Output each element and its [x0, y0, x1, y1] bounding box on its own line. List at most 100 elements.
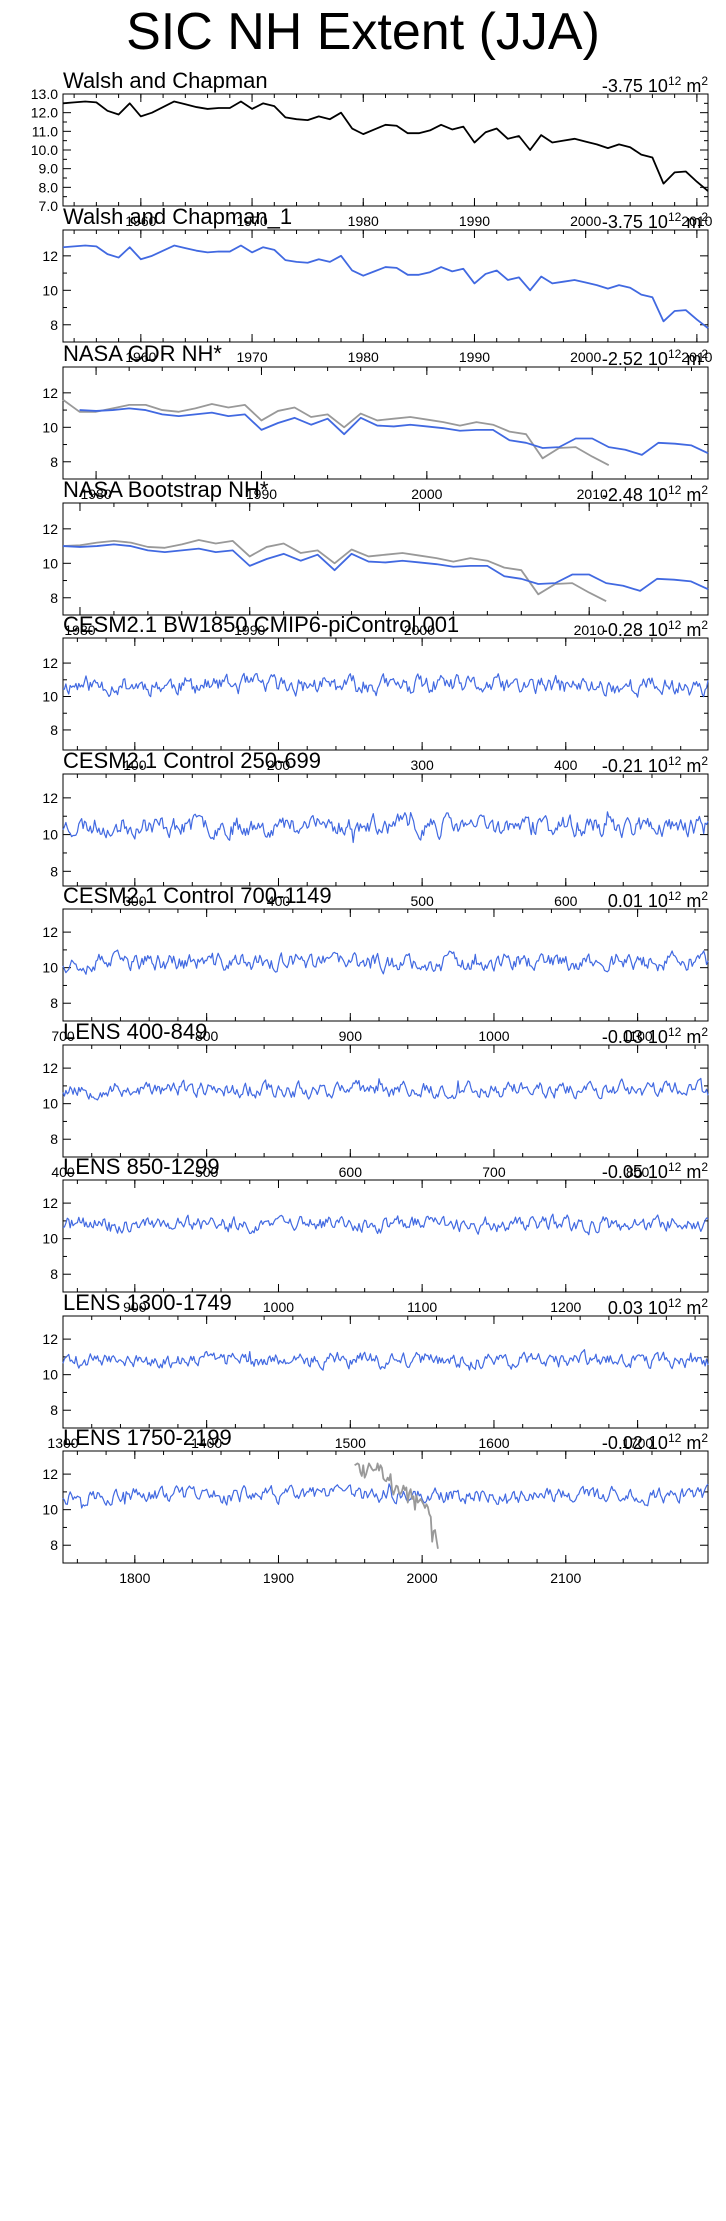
x-tick-label: 100 — [123, 757, 147, 773]
x-tick-label: 500 — [195, 1164, 219, 1180]
chart-panel: NASA Bootstrap NH* -2.48 1012 m2 1980 1990 2… — [0, 477, 726, 647]
series-line — [62, 811, 709, 844]
trend-label: -0.21 1012 m2 — [601, 754, 708, 776]
panel-title: Walsh and Chapman — [63, 68, 268, 93]
panel-title: NASA Bootstrap NH* — [63, 477, 269, 502]
x-tick-label: 1990 — [459, 349, 490, 365]
x-tick-label: 1100 — [407, 1299, 437, 1315]
y-tick-label: 8 — [50, 1402, 58, 1418]
x-tick-label: 2000 — [407, 1570, 438, 1586]
chart-svg: 1960 1970 1980 1990 2000 2010 8 10 12 — [42, 229, 713, 365]
x-tick-label: 2000 — [570, 349, 601, 365]
x-tick-label: 1600 — [478, 1435, 509, 1451]
x-tick-label: 1000 — [263, 1299, 294, 1315]
x-tick-label: 1960 — [125, 213, 156, 229]
x-tick-label: 300 — [410, 757, 434, 773]
x-tick-label: 400 — [267, 893, 291, 909]
y-tick-label: 9.0 — [39, 161, 59, 177]
y-tick-label: 10 — [42, 1502, 58, 1518]
chart-panel: CESM2.1 Control 700-1149 0.01 1012 m2 700 8… — [0, 883, 726, 1053]
x-tick-label: 1700 — [622, 1435, 653, 1451]
chart-panel: CESM2.1 BW1850 CMIP6-piControl.001 -0.28 … — [0, 612, 726, 782]
y-tick-label: 8 — [50, 863, 58, 879]
trend-label: 0.01 1012 m2 — [607, 889, 708, 911]
y-tick-label: 8 — [50, 454, 58, 470]
x-tick-label: 1980 — [348, 349, 379, 365]
x-tick-label: 2000 — [411, 486, 442, 502]
series-line — [62, 244, 709, 329]
chart-svg: 1980 1990 2000 2010 8 10 12 — [42, 366, 709, 502]
x-tick-label: 1960 — [125, 349, 156, 365]
x-tick-label: 900 — [123, 1299, 147, 1315]
panel-title: LENS 400-849 — [63, 1019, 208, 1044]
x-tick-label: 1990 — [246, 486, 277, 502]
y-tick-label: 7.0 — [39, 198, 59, 214]
series-line — [62, 949, 709, 975]
y-tick-label: 12.0 — [31, 105, 58, 121]
x-tick-label: 2000 — [404, 622, 435, 638]
x-tick-label: 800 — [195, 1028, 219, 1044]
plot-frame — [62, 93, 709, 207]
x-tick-label: 700 — [51, 1028, 75, 1044]
panel-title: CESM2.1 Control 700-1149 — [63, 883, 332, 908]
x-tick-label: 1000 — [478, 1028, 509, 1044]
y-tick-label: 12 — [42, 924, 58, 940]
panel-title: Walsh and Chapman_1 — [63, 204, 293, 229]
y-tick-label: 12 — [42, 1331, 58, 1347]
chart-svg: 400 500 600 700 800 8 10 12 — [42, 1044, 709, 1180]
trend-label: -2.52 1012 m2 — [601, 347, 708, 369]
x-tick-label: 1200 — [550, 1299, 581, 1315]
x-tick-label: 2100 — [550, 1570, 581, 1586]
x-tick-label: 2010 — [574, 622, 605, 638]
y-tick-label: 8 — [50, 995, 58, 1011]
y-tick-label: 12 — [42, 248, 58, 264]
series-line — [62, 543, 709, 592]
x-tick-label: 1990 — [459, 213, 490, 229]
plot-frame — [62, 229, 709, 343]
trend-label: -0.03 1012 m2 — [601, 1025, 708, 1047]
chart-svg: 100 200 300 400 8 10 12 — [42, 637, 709, 773]
series-line — [62, 399, 610, 467]
y-tick-label: 10 — [42, 419, 58, 435]
series-line — [62, 672, 709, 698]
chart-svg: 1800 1900 2000 2100 8 10 12 — [42, 1450, 709, 1586]
y-tick-label: 10.0 — [31, 142, 58, 158]
y-tick-label: 12 — [42, 1195, 58, 1211]
chart-panel: LENS 400-849 -0.03 1012 m2 400 500 600 700 800… — [0, 1019, 726, 1189]
series-line — [62, 1077, 709, 1101]
series-line — [62, 1348, 709, 1371]
trend-label: -2.48 1012 m2 — [601, 483, 708, 505]
y-tick-label: 12 — [42, 790, 58, 806]
x-tick-label: 1100 — [623, 1028, 653, 1044]
panel-title: CESM2.1 Control 250-699 — [63, 748, 322, 773]
x-tick-label: 600 — [339, 1164, 363, 1180]
trend-label: 0.03 1012 m2 — [607, 1296, 708, 1318]
trend-label: -3.75 1012 m2 — [601, 210, 708, 232]
x-tick-label: 1970 — [236, 349, 267, 365]
plot-frame — [62, 908, 709, 1022]
x-tick-label: 1970 — [236, 213, 267, 229]
x-tick-label: 1300 — [47, 1435, 78, 1451]
x-tick-label: 900 — [339, 1028, 363, 1044]
plot-frame — [62, 1179, 709, 1293]
chart-panel: LENS 850-1299 -0.05 1012 m2 900 1000 1100 120… — [0, 1154, 726, 1324]
chart-svg: 700 800 900 1000 1100 8 10 12 — [42, 908, 709, 1044]
series-line — [79, 407, 709, 456]
x-tick-label: 1900 — [263, 1570, 294, 1586]
panel-title: LENS 1300-1749 — [63, 1290, 232, 1315]
trend-label: -0.28 1012 m2 — [601, 618, 708, 640]
x-tick-label: 1800 — [119, 1570, 150, 1586]
y-tick-label: 10 — [42, 1367, 58, 1383]
chart-svg: 1960 1970 1980 1990 2000 2010 7.0 8.0 9.0 10.0 11.… — [31, 86, 713, 229]
y-tick-label: 12 — [42, 1060, 58, 1076]
series-line — [354, 1462, 439, 1549]
y-tick-label: 8 — [50, 1266, 58, 1282]
plot-frame — [62, 502, 709, 616]
x-tick-label: 1990 — [234, 622, 265, 638]
chart-svg: 1980 1990 2000 2010 8 10 12 — [42, 502, 709, 638]
x-tick-label: 1980 — [348, 213, 379, 229]
chart-svg: 1300 1400 1500 1600 1700 8 10 12 — [42, 1315, 709, 1451]
panel-title: LENS 850-1299 — [63, 1154, 220, 1179]
chart-panel: CESM2.1 Control 250-699 -0.21 1012 m2 300 4… — [0, 748, 726, 918]
x-tick-label: 2000 — [570, 213, 601, 229]
